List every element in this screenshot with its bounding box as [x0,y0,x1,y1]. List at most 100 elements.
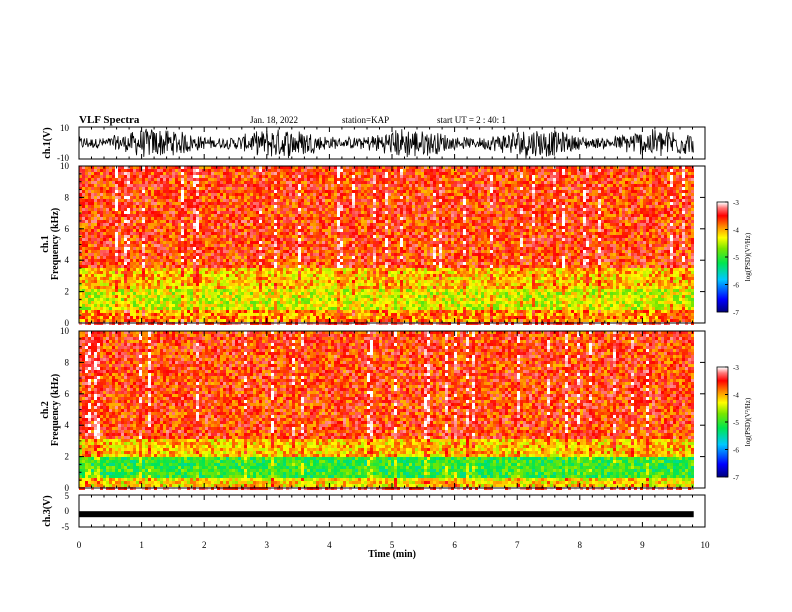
spectrogram-cell [151,193,154,196]
spectrogram-cell [112,250,115,253]
spectrogram-cell [247,256,250,259]
spectrogram-cell [283,220,286,223]
spectrogram-cell [217,235,220,238]
spectrogram-cell [187,310,190,313]
spectrogram-cell [235,235,238,238]
spectrogram-cell [307,316,310,319]
spectrogram-cell [136,238,139,241]
spectrogram-cell [133,178,136,181]
spectrogram-cell [199,241,202,244]
spectrogram-cell [181,310,184,313]
spectrogram-cell [283,289,286,292]
spectrogram-cell [358,286,361,289]
spectrogram-cell [274,190,277,193]
spectrogram-cell [331,319,334,322]
spectrogram-cell [172,286,175,289]
spectrogram-cell [235,229,238,232]
spectrogram-cell [202,319,205,322]
spectrogram-cell [244,271,247,274]
spectrogram-cell [328,202,331,205]
spectrogram-cell [232,226,235,229]
spectrogram-cell [235,265,238,268]
spectrogram-cell [214,175,217,178]
spectrogram-cell [229,229,232,232]
spectrogram-cell [136,256,139,259]
spectrogram-cell [97,289,100,292]
spectrogram-cell [208,235,211,238]
spectrogram-cell [211,181,214,184]
spectrogram-cell [304,166,307,169]
spectrogram-cell [121,250,124,253]
spectrogram-cell [124,256,127,259]
spectrogram-cell [160,295,163,298]
spectrogram-cell [157,247,160,250]
spectrogram-cell [205,166,208,169]
spectrogram-cell [343,223,346,226]
spectrogram-cell [319,301,322,304]
spectrogram-cell [277,277,280,280]
spectrogram-cell [211,166,214,169]
spectrogram-cell [94,286,97,289]
spectrogram-cell [358,181,361,184]
spectrogram-cell [196,199,199,202]
spectrogram-cell [292,316,295,319]
spectrogram-cell [202,202,205,205]
spectrogram-cell [328,181,331,184]
spectrogram-cell [322,301,325,304]
spectrogram-cell [358,193,361,196]
spectrogram-cell [124,181,127,184]
spectrogram-cell [100,199,103,202]
spectrogram-cell [301,178,304,181]
spectrogram-cell [223,298,226,301]
spectrogram-cell [322,229,325,232]
spectrogram-cell [355,217,358,220]
spectrogram-cell [352,226,355,229]
spectrogram-cell [211,319,214,322]
spectrogram-cell [79,175,82,178]
spectrogram-cell [331,223,334,226]
spectrogram-cell [121,205,124,208]
spectrogram-cell [271,190,274,193]
spectrogram-cell [256,166,259,169]
spectrogram-cell [172,310,175,313]
spectrogram-cell [250,259,253,262]
spectrogram-cell [274,229,277,232]
spectrogram-cell [205,235,208,238]
spectrogram-cell [226,199,229,202]
spectrogram-cell [127,187,130,190]
spectrogram-cell [79,316,82,319]
spectrogram-cell [349,316,352,319]
spectrogram-cell [274,289,277,292]
spectrogram-cell [94,190,97,193]
spectrogram-cell [316,283,319,286]
spectrogram-cell [193,172,196,175]
spectrogram-cell [124,274,127,277]
spectrogram-cell [343,262,346,265]
spectrogram-cell [205,232,208,235]
spectrogram-cell [169,172,172,175]
spectrogram-cell [349,307,352,310]
spectrogram-cell [343,205,346,208]
spectrogram-cell [232,244,235,247]
spectrogram-cell [313,178,316,181]
spectrogram-cell [151,256,154,259]
spectrogram-cell [130,313,133,316]
spectrogram-cell [274,211,277,214]
spectrogram-cell [214,256,217,259]
spectrogram-cell [331,280,334,283]
spectrogram-cell [274,295,277,298]
spectrogram-cell [277,271,280,274]
spectrogram-cell [304,316,307,319]
spectrogram-cell [172,259,175,262]
spectrogram-cell [85,247,88,250]
spectrogram-cell [244,289,247,292]
spectrogram-cell [151,319,154,322]
spectrogram-cell [136,316,139,319]
spectrogram-cell [214,169,217,172]
spectrogram-cell [283,226,286,229]
spectrogram-cell [166,289,169,292]
spectrogram-cell [199,277,202,280]
spectrogram-cell [295,295,298,298]
spectrogram-cell [139,262,142,265]
spectrogram-cell [172,268,175,271]
